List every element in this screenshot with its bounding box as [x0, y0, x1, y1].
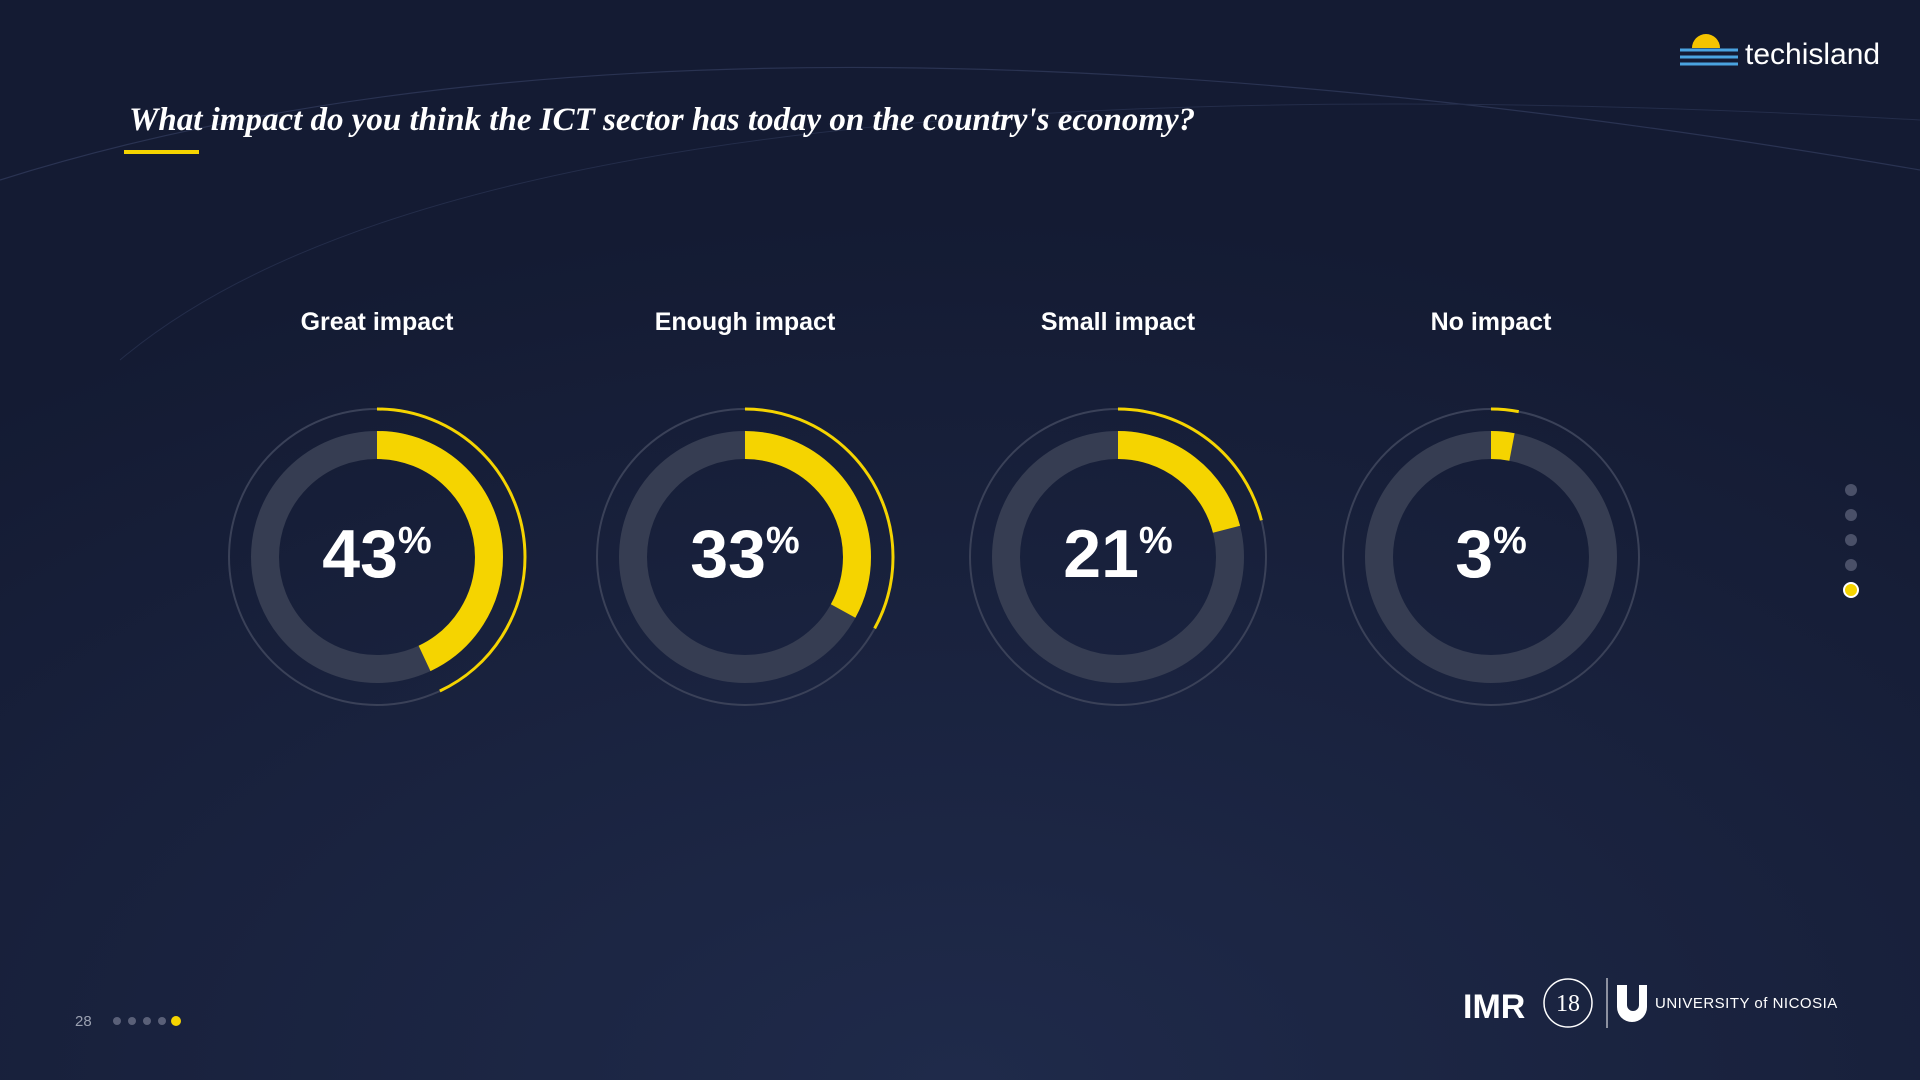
- category-label: Great impact: [301, 308, 455, 336]
- outer-arc: [968, 407, 1268, 707]
- pager-dot: [128, 1017, 136, 1025]
- donut-arc: [619, 431, 871, 683]
- donut: Great impact 43%: [227, 308, 527, 707]
- pager-dot: [1845, 484, 1857, 496]
- logo-waves: [1680, 48, 1738, 66]
- category-label: Small impact: [1041, 308, 1196, 336]
- category-label: Enough impact: [655, 308, 836, 336]
- anniversary-badge: [1543, 978, 1593, 1028]
- page-number: 28: [75, 1013, 92, 1030]
- title-underline: [124, 150, 199, 154]
- side-pager: [1843, 484, 1859, 598]
- pager-dot-active: [171, 1016, 181, 1026]
- bottom-pager: [113, 1016, 181, 1026]
- logo-sun: [1692, 34, 1720, 48]
- donut-arc: [992, 431, 1244, 683]
- donut: Small impact 21%: [968, 308, 1268, 707]
- category-label: No impact: [1431, 308, 1553, 336]
- pager-dot: [1845, 559, 1857, 571]
- imr-logo: IMR: [1463, 988, 1525, 1026]
- logo-text: techisland: [1745, 38, 1880, 71]
- pager-dot: [113, 1017, 121, 1025]
- donut-arc: [1365, 431, 1617, 683]
- pager-dot: [143, 1017, 151, 1025]
- unic-text: UNIVERSITY of NICOSIA: [1655, 995, 1838, 1012]
- decor-wave: [0, 66, 1920, 181]
- anniversary-text: 18: [1556, 991, 1580, 1017]
- value-label: 3%: [1455, 516, 1527, 592]
- outer-arc: [1341, 407, 1641, 707]
- outer-arc: [227, 407, 527, 707]
- value-label: 33%: [690, 516, 799, 592]
- unic-logo: [1617, 985, 1647, 1022]
- pager-dot: [158, 1017, 166, 1025]
- logo: techisland: [1680, 34, 1880, 71]
- donut: Enough impact 33%: [595, 308, 895, 707]
- pager-dot-active: [1843, 582, 1859, 598]
- donut: No impact 3%: [1341, 308, 1641, 707]
- pager-dot: [1845, 534, 1857, 546]
- value-label: 21%: [1063, 516, 1172, 592]
- outer-arc: [595, 407, 895, 707]
- value-label: 43%: [322, 516, 431, 592]
- footer-logos: IMR 18 UNIVERSITY of NICOSIA: [1463, 978, 1838, 1028]
- chart-title: What impact do you think the ICT sector …: [129, 102, 1195, 138]
- donut-arc: [251, 431, 503, 683]
- decor-wave: [119, 103, 1920, 361]
- pager-dot: [1845, 509, 1857, 521]
